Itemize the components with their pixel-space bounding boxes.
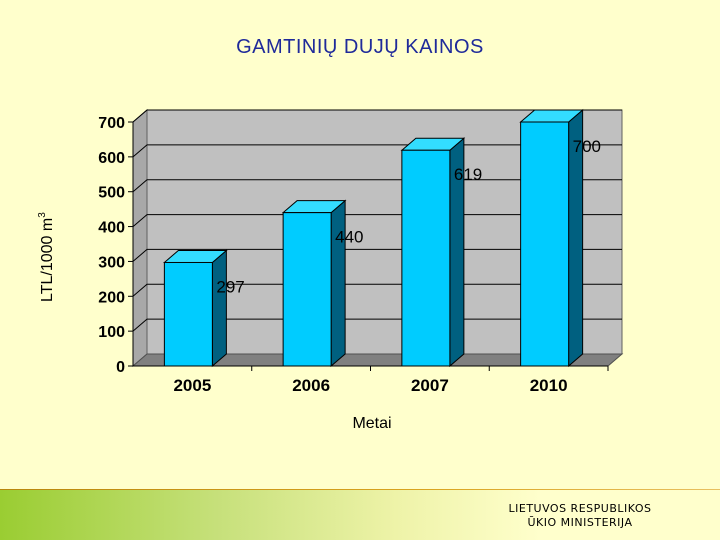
bar (282, 212, 332, 367)
y-axis-label-superscript: 3 (37, 212, 48, 218)
plot-side-wall (132, 108, 148, 368)
bars (163, 108, 584, 368)
footer-gradient-bar (0, 490, 720, 540)
y-axis-label-text: LTL/1000 m (39, 218, 56, 302)
y-tick-label: 700 (98, 115, 125, 132)
data-label: 700 (573, 137, 601, 156)
bar (163, 261, 213, 367)
ministry-line-2: ŪKIO MINISTERIJA (527, 516, 633, 529)
y-tick-label: 600 (98, 150, 125, 167)
x-axis-label: Metai (352, 415, 391, 432)
data-labels: 297 440 619 700 (216, 137, 601, 296)
ministry-line-1: LIETUVOS RESPUBLIKOS (508, 502, 652, 515)
ministry-name: LIETUVOS RESPUBLIKOS ŪKIO MINISTERIJA (470, 502, 690, 530)
y-tick-label: 100 (98, 324, 125, 341)
x-tick-label: 2006 (292, 376, 330, 395)
y-axis-ticks: 0 100 200 300 400 500 600 700 (98, 115, 133, 376)
y-tick-label: 0 (116, 359, 125, 376)
x-tick-label: 2010 (530, 376, 568, 395)
data-label: 619 (454, 165, 482, 184)
y-tick-label: 200 (98, 289, 125, 306)
bar (520, 121, 570, 367)
x-tick-label: 2007 (411, 376, 449, 395)
gridline (132, 109, 622, 123)
x-tick-label: 2005 (173, 376, 211, 395)
x-axis-ticks: 2005 2006 2007 2010 (173, 366, 609, 395)
data-label: 440 (335, 228, 363, 247)
bar-side (330, 199, 346, 368)
chart-title: GAMTINIŲ DUJŲ KAINOS (236, 36, 484, 58)
y-axis-label: LTL/1000 m3 (37, 212, 56, 302)
y-tick-label: 500 (98, 185, 125, 202)
y-tick-label: 400 (98, 220, 125, 237)
bar-side (211, 249, 227, 368)
bar (401, 149, 451, 367)
data-label: 297 (216, 277, 244, 296)
y-tick-label: 300 (98, 254, 125, 271)
